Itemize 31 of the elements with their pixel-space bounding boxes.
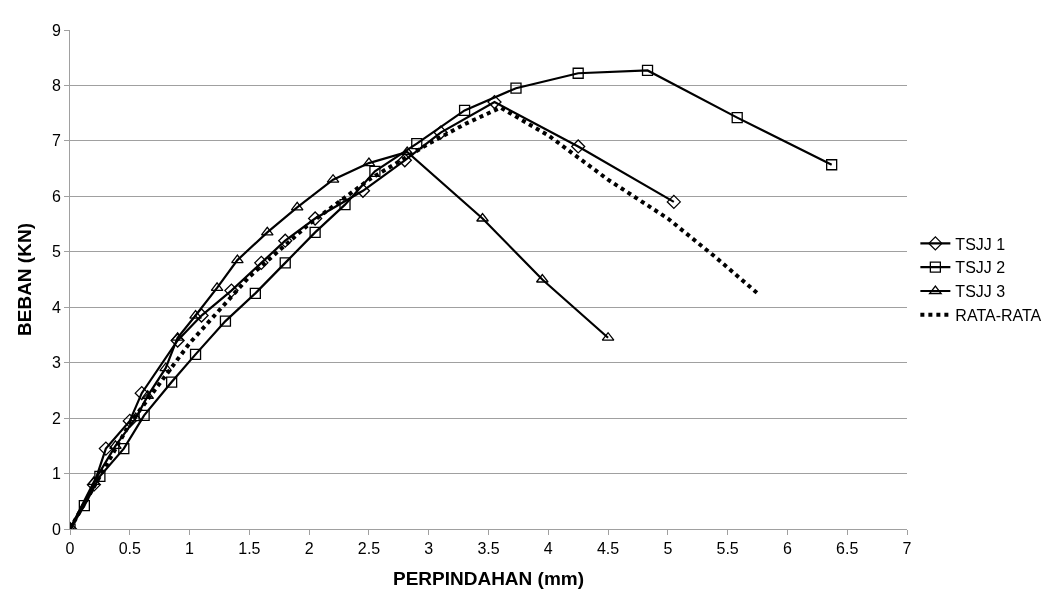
x-tick-label: 5	[663, 540, 673, 558]
y-tick-label: 5	[51, 243, 61, 261]
x-tick-label: 4	[543, 540, 553, 558]
x-tick-label: 6.5	[836, 540, 859, 558]
y-tick-label: 0	[51, 520, 61, 538]
legend-label: TSJJ 2	[955, 259, 1006, 277]
x-tick-label: 3	[424, 540, 434, 558]
x-tick-label: 7	[902, 540, 912, 558]
legend-label: TSJJ 1	[955, 235, 1006, 253]
y-tick-label: 3	[51, 354, 61, 372]
x-tick-label: 5.5	[716, 540, 739, 558]
y-tick-label: 2	[51, 409, 61, 427]
x-tick-label: 2.5	[357, 540, 381, 558]
x-tick-label: 0.5	[118, 540, 142, 558]
y-tick-label: 1	[51, 465, 61, 483]
y-axis-title: BEBAN (KN)	[13, 223, 35, 336]
y-tick-label: 9	[51, 21, 61, 39]
x-tick-label: 6	[782, 540, 792, 558]
x-tick-label: 1.5	[238, 540, 261, 558]
legend-label: RATA-RATA	[955, 307, 1042, 325]
x-tick-label: 0	[65, 540, 75, 558]
x-tick-label: 1	[185, 540, 195, 558]
x-tick-label: 2	[304, 540, 314, 558]
x-tick-label: 4.5	[596, 540, 620, 558]
y-tick-label: 8	[51, 77, 61, 95]
x-axis-title: PERPINDAHAN (mm)	[392, 568, 585, 589]
y-tick-label: 4	[51, 298, 61, 316]
y-tick-label: 6	[51, 187, 61, 205]
y-tick-label: 7	[51, 132, 61, 150]
x-tick-label: 3.5	[477, 540, 500, 558]
legend-label: TSJJ 3	[955, 283, 1006, 301]
